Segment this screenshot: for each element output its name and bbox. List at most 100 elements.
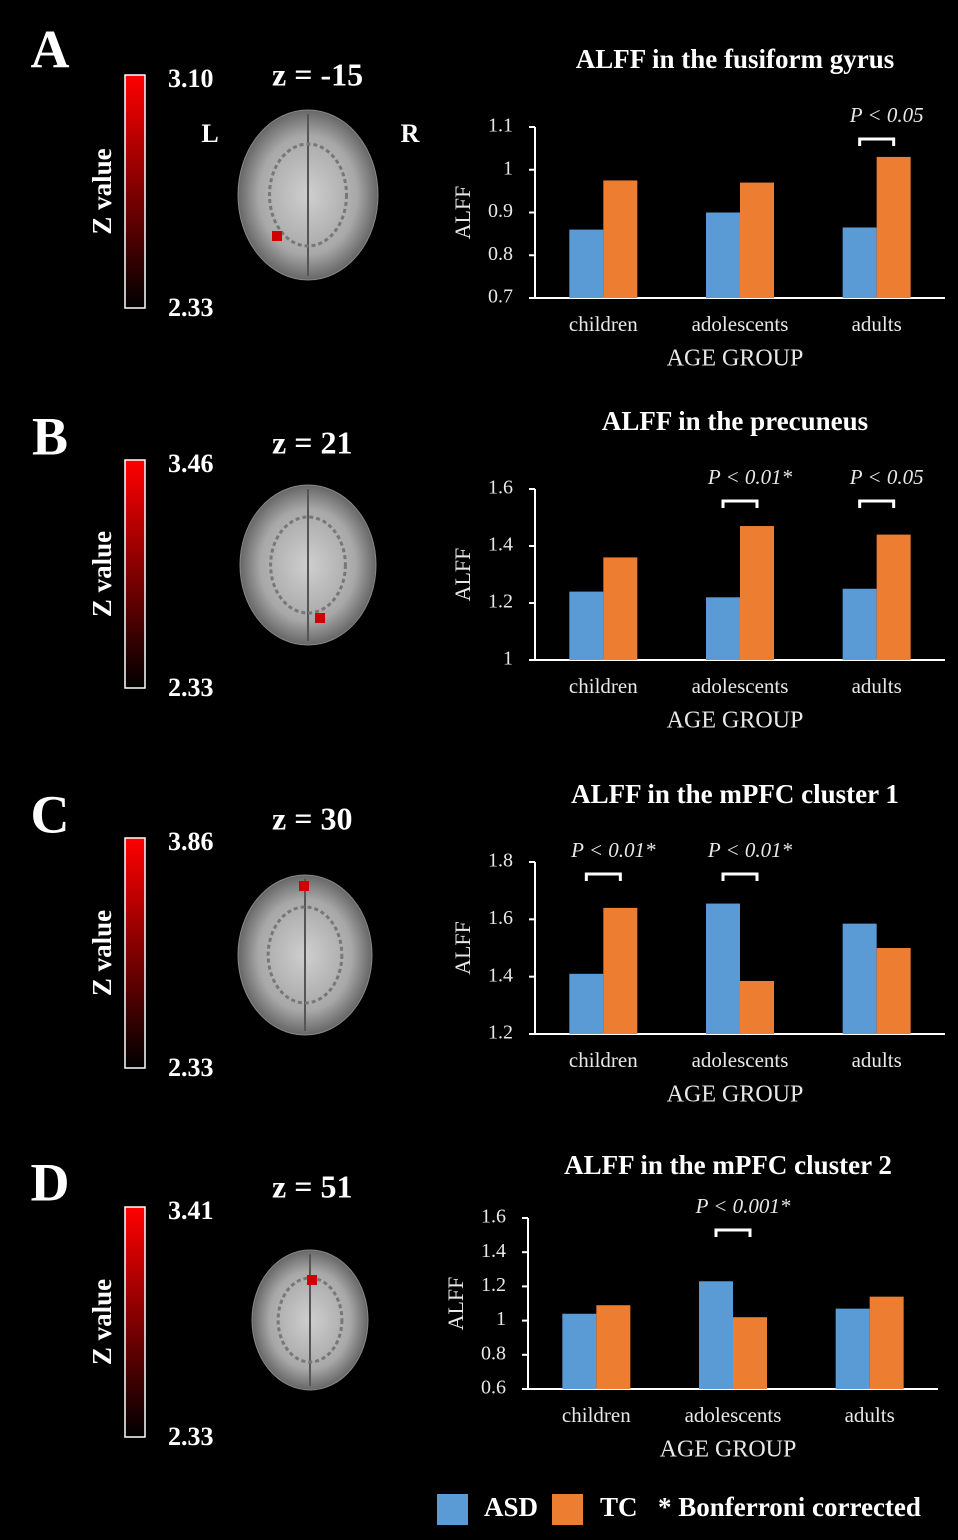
x-tick-label: adolescents (692, 312, 789, 336)
bar (877, 535, 911, 660)
y-tick-label: 1 (503, 157, 513, 179)
chart-title: ALFF in the mPFC cluster 2 (564, 1150, 892, 1180)
bar (603, 908, 637, 1034)
bar (569, 592, 603, 660)
x-tick-label: adults (845, 1403, 895, 1427)
y-tick-label: 1.8 (488, 850, 513, 872)
significance-label: P < 0.05 (849, 103, 924, 127)
colorbar (125, 1207, 145, 1437)
footnote: * Bonferroni corrected (658, 1492, 921, 1522)
y-tick-label: 1.1 (488, 115, 513, 137)
bar (877, 948, 911, 1034)
y-axis-label: ALFF (443, 1277, 468, 1331)
orientation-left: L (201, 119, 218, 148)
x-tick-label: adolescents (692, 674, 789, 698)
x-tick-label: adolescents (685, 1403, 782, 1427)
y-tick-label: 0.6 (481, 1377, 506, 1399)
panel-letter: D (31, 1152, 70, 1212)
legend-label: ASD (484, 1492, 538, 1522)
panel-letter: C (31, 784, 70, 844)
colorbar-label: Z value (87, 1279, 117, 1365)
x-axis-label: AGE GROUP (667, 346, 804, 372)
bar (740, 526, 774, 660)
y-tick-label: 1.4 (488, 964, 513, 986)
slice-label: z = 30 (272, 800, 352, 836)
chart-title: ALFF in the mPFC cluster 1 (571, 779, 899, 809)
bar (843, 227, 877, 298)
slice-label: z = -15 (272, 56, 363, 92)
y-axis-label: ALFF (450, 548, 475, 602)
x-axis-label: AGE GROUP (660, 1437, 797, 1463)
bar (843, 924, 877, 1034)
y-tick-label: 0.8 (488, 243, 513, 265)
y-tick-label: 1.4 (488, 534, 513, 556)
colorbar-label: Z value (87, 910, 117, 996)
activation-cluster (315, 613, 325, 623)
y-tick-label: 0.9 (488, 200, 513, 222)
bar (569, 230, 603, 298)
bar (706, 213, 740, 299)
legend-label: TC (600, 1492, 638, 1522)
significance-label: P < 0.05 (849, 465, 924, 489)
colorbar (125, 75, 145, 308)
significance-label: P < 0.01* (570, 838, 656, 862)
bar (843, 589, 877, 660)
colorbar-label: Z value (87, 531, 117, 617)
x-tick-label: adults (852, 312, 902, 336)
significance-label: P < 0.01* (707, 465, 793, 489)
colorbar-label: Z value (87, 148, 117, 234)
bar (706, 597, 740, 660)
bar (877, 157, 911, 298)
x-tick-label: adults (852, 674, 902, 698)
y-tick-label: 1.6 (488, 907, 513, 929)
y-tick-label: 1.2 (481, 1274, 506, 1296)
colorbar (125, 460, 145, 688)
y-tick-label: 0.8 (481, 1342, 506, 1364)
colorbar-min: 2.33 (168, 673, 214, 702)
y-tick-label: 1.2 (488, 1022, 513, 1044)
y-tick-label: 1 (503, 648, 513, 670)
slice-label: z = 51 (272, 1168, 352, 1204)
bar (562, 1314, 596, 1389)
chart-title: ALFF in the precuneus (602, 406, 868, 436)
y-tick-label: 1 (496, 1308, 506, 1330)
bar (603, 557, 637, 660)
colorbar-min: 2.33 (168, 1053, 214, 1082)
bar (870, 1297, 904, 1389)
y-tick-label: 1.4 (481, 1240, 506, 1262)
bar (836, 1309, 870, 1389)
x-tick-label: children (569, 312, 638, 336)
x-tick-label: adolescents (692, 1048, 789, 1072)
x-tick-label: children (569, 674, 638, 698)
significance-label: P < 0.01* (707, 838, 793, 862)
colorbar-max: 3.46 (168, 449, 214, 478)
figure: A 3.10 2.33 Z value z = -15 L R ALFF in the fus… (0, 0, 958, 1540)
bar (740, 981, 774, 1034)
significance-label: P < 0.001* (695, 1194, 791, 1218)
colorbar-max: 3.86 (168, 827, 214, 856)
y-tick-label: 1.6 (481, 1206, 506, 1228)
colorbar-min: 2.33 (168, 293, 214, 322)
bar (603, 180, 637, 298)
bar (733, 1317, 767, 1389)
y-tick-label: 0.7 (488, 286, 513, 308)
legend-swatch (437, 1494, 468, 1525)
y-tick-label: 1.2 (488, 591, 513, 613)
orientation-right: R (401, 119, 420, 148)
y-axis-label: ALFF (450, 186, 475, 240)
colorbar-min: 2.33 (168, 1422, 214, 1451)
chart-title: ALFF in the fusiform gyrus (576, 44, 895, 74)
colorbar-max: 3.10 (168, 64, 214, 93)
activation-cluster (272, 231, 282, 241)
legend-swatch (552, 1494, 583, 1525)
x-tick-label: children (562, 1403, 631, 1427)
x-axis-label: AGE GROUP (667, 1082, 804, 1108)
colorbar (125, 838, 145, 1068)
panel-letter: B (32, 406, 68, 466)
colorbar-max: 3.41 (168, 1196, 214, 1225)
bar (596, 1305, 630, 1389)
y-axis-label: ALFF (450, 921, 475, 975)
panel-letter: A (31, 19, 70, 79)
x-tick-label: children (569, 1048, 638, 1072)
bar (740, 183, 774, 298)
